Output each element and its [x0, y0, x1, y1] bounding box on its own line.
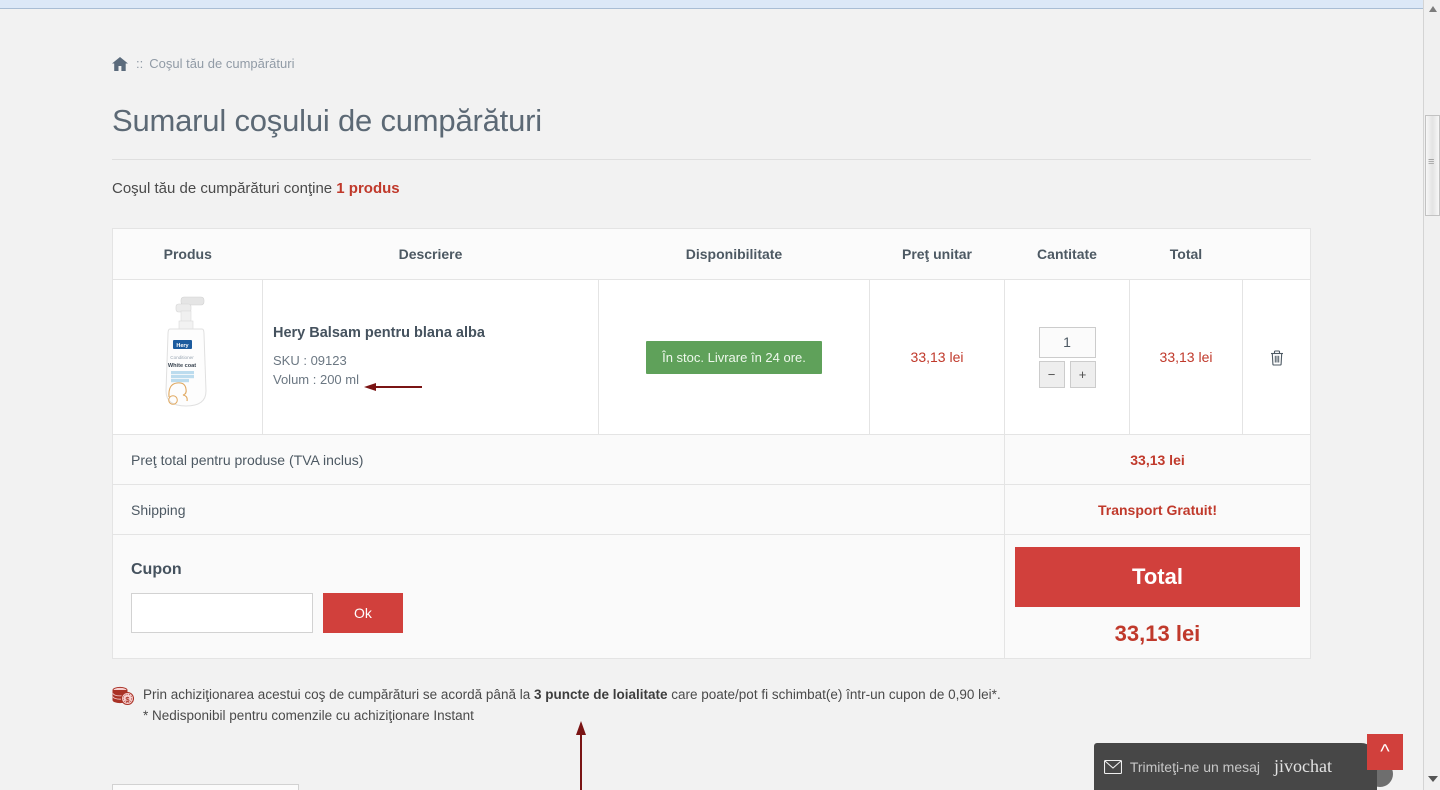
svg-text:Conditioner: Conditioner	[170, 355, 194, 360]
svg-text:Hery: Hery	[176, 343, 189, 349]
svg-text:White coat: White coat	[167, 363, 195, 369]
